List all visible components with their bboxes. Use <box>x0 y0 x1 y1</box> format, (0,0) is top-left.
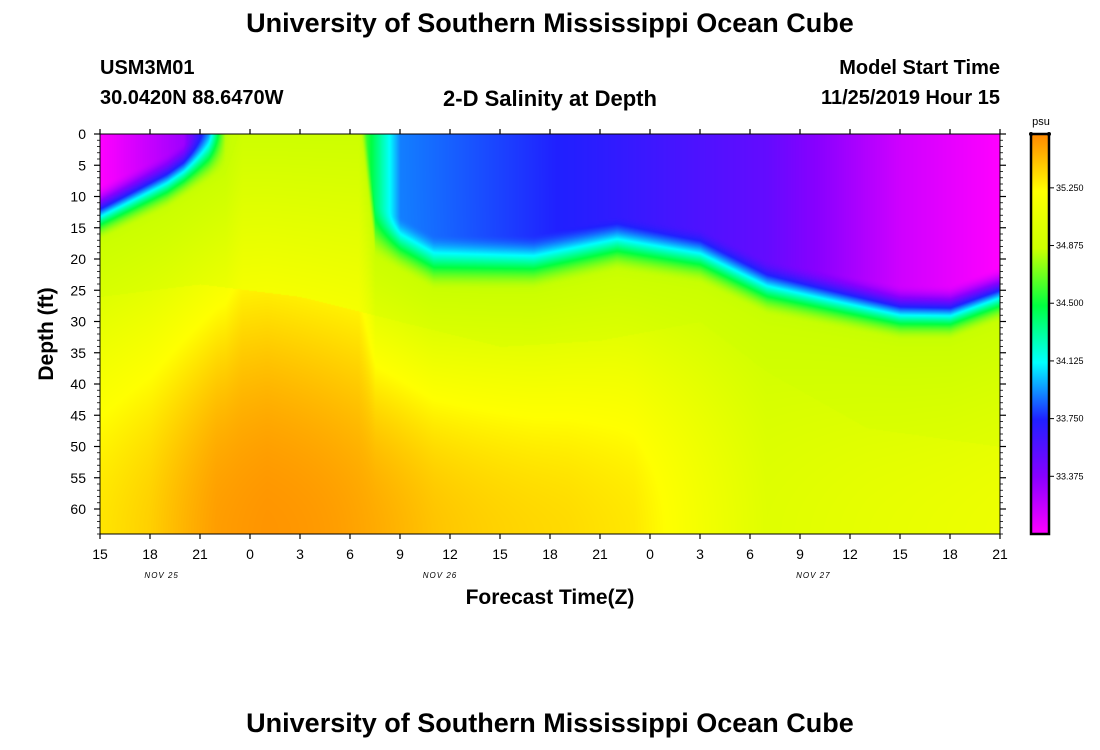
y-tick-label: 35 <box>70 345 86 361</box>
x-tick-label: 18 <box>542 546 558 562</box>
y-tick-label: 5 <box>78 157 86 173</box>
station-id: USM3M01 <box>100 57 195 79</box>
colorbar-unit: psu <box>1032 116 1050 128</box>
x-tick-label: 21 <box>592 546 608 562</box>
x-tick-label: 18 <box>142 546 158 562</box>
colorbar-tick-label: 34.875 <box>1056 241 1084 251</box>
y-tick-label: 60 <box>70 501 86 517</box>
x-tick-label: 6 <box>346 546 354 562</box>
colorbar-corner-dot <box>1047 132 1051 136</box>
x-tick-label: 3 <box>696 546 704 562</box>
model-start-label: Model Start Time <box>839 57 1000 79</box>
station-coordinates: 30.0420N 88.6470W <box>100 87 284 109</box>
y-tick-label: 20 <box>70 251 86 267</box>
y-tick-label: 0 <box>78 126 86 142</box>
x-tick-label: 12 <box>842 546 858 562</box>
page-title-bottom: University of Southern Mississippi Ocean… <box>246 708 854 738</box>
x-tick-label: 6 <box>746 546 754 562</box>
model-start-value: 11/25/2019 Hour 15 <box>820 87 1000 109</box>
y-tick-label: 15 <box>70 220 86 236</box>
y-tick-label: 40 <box>70 376 86 392</box>
x-axis-label: Forecast Time(Z) <box>466 586 635 609</box>
x-tick-label: 12 <box>442 546 458 562</box>
colorbar: 35.250 34.875 34.500 34.125 33.750 33.375 <box>1029 132 1084 536</box>
colorbar-tick-label: 34.125 <box>1056 356 1084 366</box>
colorbar-tick-label: 33.375 <box>1056 471 1084 481</box>
x-tick-label: 15 <box>892 546 908 562</box>
x-tick-label: 15 <box>492 546 508 562</box>
date-label: NOV 25 <box>144 571 178 580</box>
chart-title: 2-D Salinity at Depth <box>443 86 657 111</box>
colorbar-tick-label: 34.500 <box>1056 298 1084 308</box>
chart-axes <box>99 133 1001 535</box>
date-label: NOV 26 <box>423 571 457 580</box>
x-tick-label: 0 <box>646 546 654 562</box>
colorbar-tick-label: 35.250 <box>1056 183 1084 193</box>
page-title-top: University of Southern Mississippi Ocean… <box>246 8 854 38</box>
colorbar-tick-label: 33.750 <box>1056 414 1084 424</box>
salinity-heatmap <box>100 134 1000 534</box>
x-tick-label: 18 <box>942 546 958 562</box>
y-tick-label: 55 <box>70 470 86 486</box>
x-tick-label: 0 <box>246 546 254 562</box>
y-tick-label: 30 <box>70 314 86 330</box>
colorbar-corner-dot <box>1029 132 1033 136</box>
x-tick-label: 15 <box>92 546 108 562</box>
y-axis-label: Depth (ft) <box>35 287 58 380</box>
x-tick-label: 21 <box>992 546 1008 562</box>
x-tick-label: 9 <box>796 546 804 562</box>
date-label: NOV 27 <box>796 571 830 580</box>
x-tick-label: 3 <box>296 546 304 562</box>
y-tick-label: 50 <box>70 439 86 455</box>
y-tick-label: 45 <box>70 407 86 423</box>
y-tick-label: 25 <box>70 282 86 298</box>
colorbar-bar <box>1029 132 1051 536</box>
salinity-heatmap-canvas-wrap <box>100 134 1000 534</box>
y-tick-label: 10 <box>70 189 86 205</box>
x-tick-label: 21 <box>192 546 208 562</box>
plot-frame <box>99 133 1001 535</box>
x-tick-label: 9 <box>396 546 404 562</box>
